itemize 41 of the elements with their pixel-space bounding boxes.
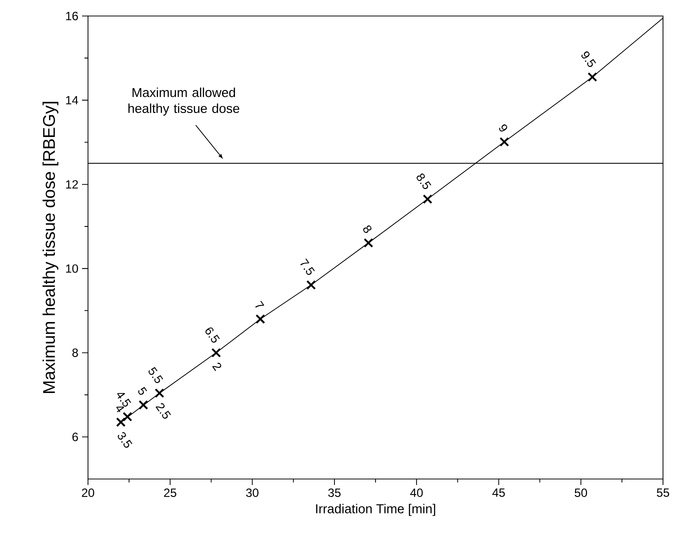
point [256,314,266,324]
ref-line-label: Maximum allowed healthy tissue dose [128,88,240,116]
annotation: 8.5 [416,173,432,190]
point [588,72,598,82]
annotation: 7.5 [300,258,315,275]
point [364,238,374,248]
y-tick-label: 14 [66,96,78,104]
annotation: 3.5 [118,432,132,448]
annotation: 5.5 [148,366,164,384]
point [306,280,316,290]
y-tick-label: 8 [72,348,78,357]
x-tick-label: 55 [656,488,670,497]
y-tick-label: 12 [66,180,78,189]
y-tick-label: 10 [66,264,78,273]
x-axis-title: Irradiation Time [min] [316,504,436,516]
x-tick-label: 35 [328,488,341,497]
annotation: 5 [138,386,148,395]
annotation: 7 [255,300,264,308]
point [211,348,221,358]
x-tick-label: 50 [574,488,588,497]
annotation: 4.5 [117,393,132,407]
x-tick-label: 45 [492,488,505,497]
annotation: 8 [363,225,372,233]
annotation: 9.5 [581,51,596,68]
annotation: 9 [499,124,508,132]
x-tick-label: 40 [410,488,423,497]
annotation: 2 [212,362,222,372]
annotation: 4 [116,406,124,412]
point [500,137,510,147]
x-tick-label: 25 [164,488,176,497]
annotation: 2.5 [156,403,171,419]
x-tick-label: 30 [246,488,258,497]
point [154,388,164,398]
point [138,400,148,410]
y-tick-label: 6 [72,432,78,442]
annotation: 6.5 [205,327,220,343]
point [116,417,126,427]
y-tick-label: 16 [66,12,78,20]
x-tick-label: 20 [82,488,94,497]
point [422,194,432,204]
y-axis-title: Maximum healthy tissue dose [RBEGy] [42,102,58,393]
